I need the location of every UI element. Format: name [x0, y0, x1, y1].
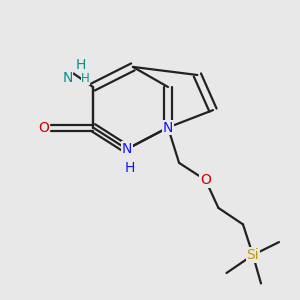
Text: N: N	[122, 142, 132, 156]
Text: H: H	[81, 71, 90, 85]
Text: O: O	[200, 173, 211, 187]
Text: Si: Si	[247, 248, 259, 262]
Text: H: H	[76, 58, 86, 71]
Text: O: O	[38, 121, 49, 134]
Text: N: N	[62, 71, 73, 85]
Text: H: H	[125, 161, 135, 175]
Text: N: N	[163, 121, 173, 134]
